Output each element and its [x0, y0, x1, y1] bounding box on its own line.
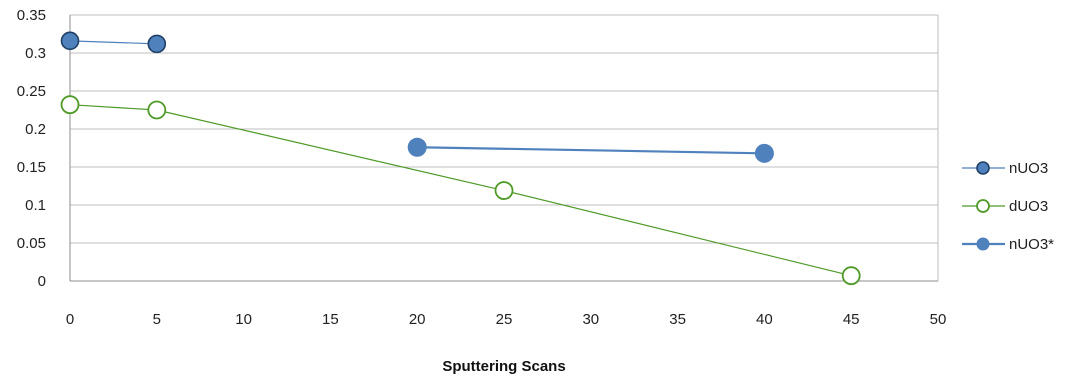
- y-tick-label: 0.35: [17, 7, 46, 24]
- data-point: [60, 31, 80, 51]
- series-line: [417, 146, 765, 155]
- x-tick-label: 0: [66, 311, 74, 328]
- x-tick-label: 45: [843, 311, 860, 328]
- y-tick-label: 0.3: [25, 45, 46, 62]
- x-tick-label: 15: [322, 311, 339, 328]
- legend-label: nUO3: [1009, 160, 1048, 177]
- series-duo3: [60, 95, 861, 286]
- data-point: [494, 181, 514, 200]
- y-tick-label: 0.2: [25, 121, 46, 138]
- x-tick-label: 35: [669, 311, 686, 328]
- legend-label: nUO3*: [1009, 236, 1054, 253]
- x-tick-label: 50: [930, 311, 947, 328]
- legend: nUO3 dUO3 nUO3*: [962, 160, 1054, 253]
- y-tick-labels: 0 0.05 0.1 0.15 0.2 0.25 0.3 0.35: [17, 7, 46, 290]
- legend-swatch-marker: [976, 199, 990, 213]
- legend-swatch-marker: [976, 161, 990, 175]
- x-tick-label: 40: [756, 311, 773, 328]
- y-tick-label: 0: [38, 273, 46, 290]
- legend-swatch-marker: [976, 237, 990, 251]
- series-line: [69, 40, 157, 45]
- series-group: [60, 31, 861, 286]
- data-point: [60, 95, 80, 115]
- x-tick-labels: 0 5 10 15 20 25 30 35 40 45 50: [66, 311, 947, 328]
- x-tick-label: 30: [582, 311, 599, 328]
- data-point: [841, 266, 861, 286]
- y-tick-label: 0.1: [25, 197, 46, 214]
- y-tick-label: 0.25: [17, 83, 46, 100]
- data-point: [147, 100, 167, 120]
- x-tick-label: 5: [153, 311, 161, 328]
- y-tick-label: 0.05: [17, 235, 46, 252]
- series-nuo3-: [407, 137, 774, 163]
- data-point: [407, 137, 427, 157]
- x-tick-label: 25: [496, 311, 513, 328]
- data-point: [147, 34, 167, 54]
- x-tick-label: 20: [409, 311, 426, 328]
- x-tick-label: 10: [235, 311, 252, 328]
- legend-label: dUO3: [1009, 198, 1048, 215]
- data-point: [754, 143, 774, 163]
- series-nuo3: [60, 31, 167, 54]
- grid-lines: [69, 14, 939, 282]
- series-line: [69, 104, 852, 277]
- x-axis-label: Sputtering Scans: [442, 358, 565, 375]
- y-tick-label: 0.15: [17, 159, 46, 176]
